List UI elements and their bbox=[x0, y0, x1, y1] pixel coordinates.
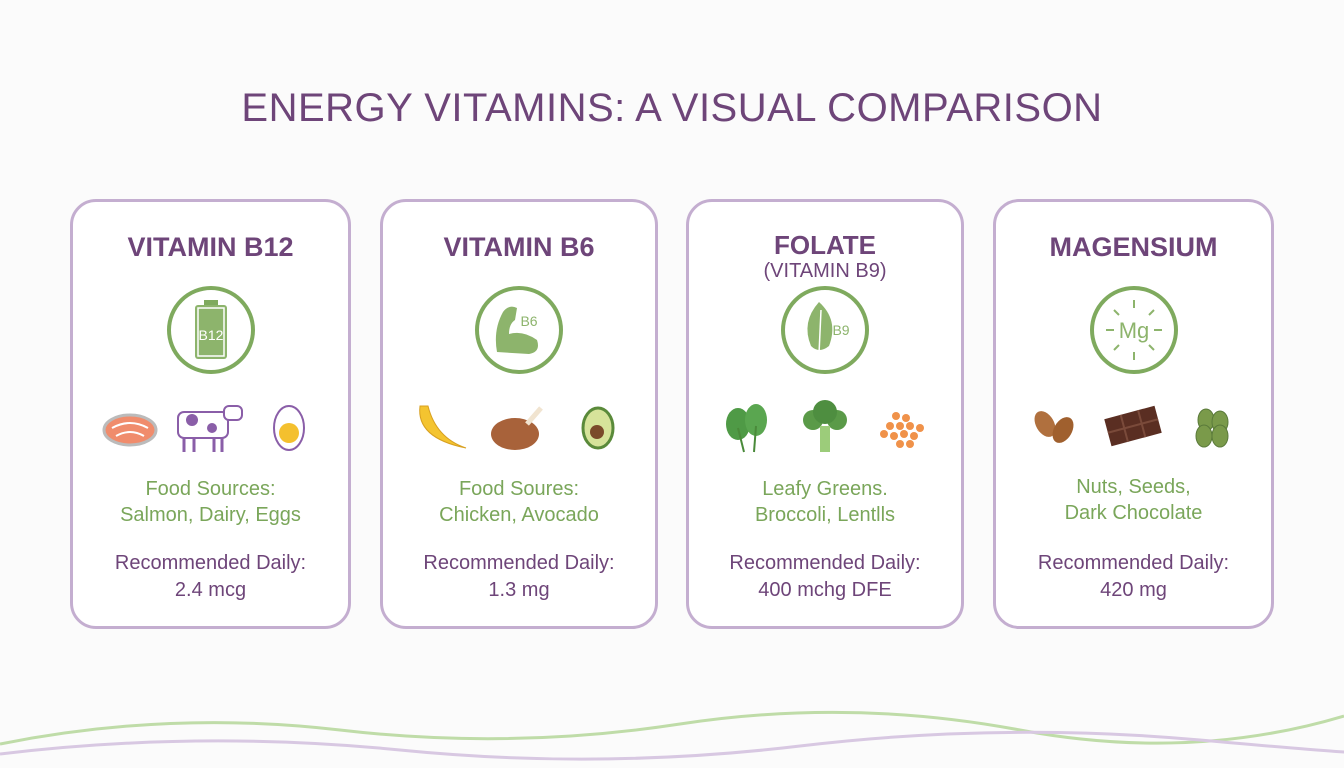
food-sources-list: Salmon, Dairy, Eggs bbox=[120, 504, 301, 526]
recommended-daily-label: Recommended Daily: bbox=[1037, 552, 1230, 574]
recommended-daily-value: 1.3 mg bbox=[488, 579, 550, 601]
salmon-icon bbox=[102, 413, 158, 447]
lentils-icon bbox=[880, 412, 925, 448]
food-sources-list: Dark Chocolate bbox=[1064, 502, 1203, 524]
card-title: FOLATE bbox=[773, 230, 877, 260]
cow-icon bbox=[177, 405, 244, 452]
card-magnesium: MAGENSIUM Mg Nuts, Seeds, Dark Chocolate … bbox=[993, 199, 1274, 629]
roast-chicken-icon bbox=[490, 406, 543, 450]
decorative-waves bbox=[0, 710, 1344, 761]
food-sources-label: Food Soures: bbox=[458, 478, 580, 500]
dark-chocolate-icon bbox=[1104, 405, 1163, 447]
card-title: VITAMIN B12 bbox=[127, 232, 294, 262]
recommended-daily-label: Recommended Daily: bbox=[423, 552, 615, 574]
recommended-daily-label: Recommended Daily: bbox=[729, 552, 921, 574]
broccoli-icon bbox=[802, 400, 847, 452]
card-vitamin-b6: VITAMIN B6 B6 Food Soures: Chicken, Avoca… bbox=[380, 199, 658, 629]
recommended-daily-value: 2.4 mcg bbox=[174, 579, 247, 601]
card-subtitle: (VITAMIN B9) bbox=[763, 260, 887, 282]
pumpkin-seeds-icon bbox=[1195, 408, 1229, 448]
card-title: MAGENSIUM bbox=[1049, 232, 1218, 262]
mg-burst-icon: Mg bbox=[1089, 286, 1178, 374]
page-title: ENERGY VITAMINS: A VISUAL COMPARISON bbox=[241, 86, 1103, 130]
recommended-daily-value: 420 mg bbox=[1100, 579, 1167, 601]
leaf-icon: B9 bbox=[781, 286, 869, 374]
battery-icon: B12 bbox=[166, 286, 255, 374]
banana-icon bbox=[418, 405, 466, 449]
card-vitamin-b12: VITAMIN B12 B12 Food Sources: Salmon, Dai… bbox=[70, 199, 351, 629]
badge-text: B9 bbox=[832, 322, 849, 338]
badge-text: Mg bbox=[1118, 318, 1149, 343]
avocado-icon bbox=[581, 406, 615, 450]
flexed-arm-icon: B6 bbox=[475, 286, 563, 374]
food-sources-list: Chicken, Avocado bbox=[439, 504, 599, 526]
food-sources-list: Broccoli, Lentlls bbox=[754, 504, 896, 526]
card-folate: FOLATE (VITAMIN B9) B9 Leafy Greens. Broc… bbox=[686, 199, 964, 629]
food-sources-label: Food Sources: bbox=[145, 478, 276, 500]
almonds-icon bbox=[1034, 411, 1074, 443]
food-sources-label: Nuts, Seeds, bbox=[1076, 476, 1191, 498]
food-sources-label: Leafy Greens. bbox=[762, 478, 888, 500]
spinach-icon bbox=[725, 404, 767, 453]
badge-text: B12 bbox=[198, 327, 223, 343]
recommended-daily-value: 400 mchg DFE bbox=[758, 579, 892, 601]
egg-icon bbox=[272, 405, 305, 451]
card-title: VITAMIN B6 bbox=[443, 232, 595, 262]
badge-text: B6 bbox=[520, 313, 537, 329]
recommended-daily-label: Recommended Daily: bbox=[114, 552, 307, 574]
